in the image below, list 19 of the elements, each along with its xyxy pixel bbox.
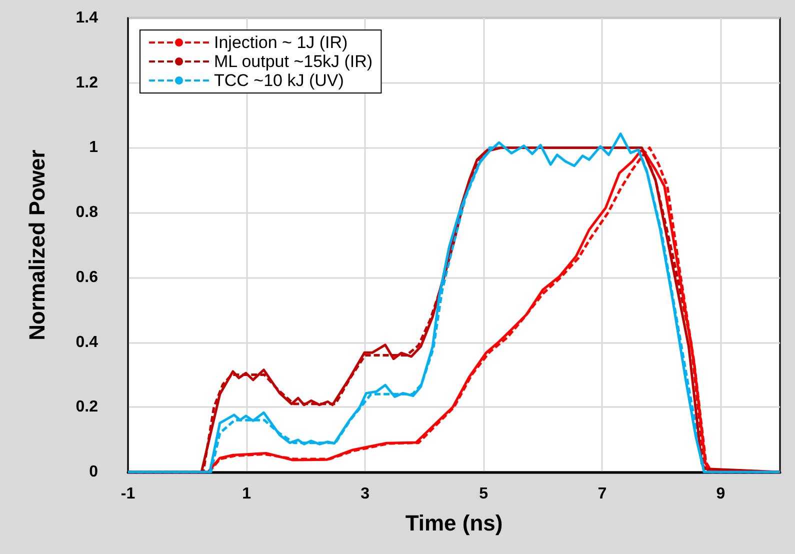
- x-tick-label: 3: [360, 486, 370, 502]
- y-tick-label: 1.4: [76, 10, 98, 26]
- legend-label: ML output ~15kJ (IR): [214, 52, 373, 71]
- x-tick-label: 7: [598, 486, 607, 502]
- x-tick-label: 1: [242, 486, 252, 502]
- y-tick-label: 0: [89, 464, 98, 480]
- legend-label: Injection ~ 1J (IR): [214, 33, 348, 52]
- x-tick-label: 9: [716, 486, 726, 502]
- y-tick-label: 0.8: [76, 204, 98, 222]
- x-axis-title: Time (ns): [405, 510, 503, 536]
- y-tick-label: 0.6: [76, 268, 98, 286]
- y-tick-label: 1: [89, 139, 98, 156]
- x-tick-label: -1: [120, 486, 136, 502]
- legend-label: TCC ~10 kJ (UV): [214, 71, 344, 90]
- y-axis-title: Normalized Power: [24, 149, 50, 340]
- y-tick-label: 0.4: [76, 334, 98, 351]
- x-tick-label: 5: [479, 486, 488, 502]
- y-tick-label: 0.2: [76, 398, 98, 416]
- y-tick-label: 1.2: [76, 74, 98, 92]
